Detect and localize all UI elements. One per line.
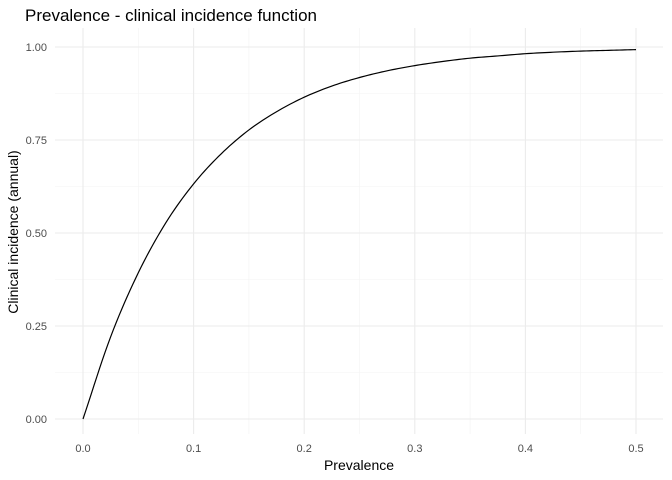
x-tick-label: 0.3 bbox=[407, 443, 422, 455]
x-tick-label: 0.1 bbox=[186, 443, 201, 455]
x-tick-label: 0.5 bbox=[628, 443, 643, 455]
x-tick-label: 0.0 bbox=[75, 443, 90, 455]
x-axis-title: Prevalence bbox=[324, 457, 394, 473]
grid bbox=[55, 28, 663, 434]
chart-title: Prevalence - clinical incidence function bbox=[25, 6, 317, 25]
y-tick-label: 0.25 bbox=[26, 321, 47, 333]
x-tick-label: 0.4 bbox=[518, 443, 533, 455]
y-tick-label: 0.50 bbox=[26, 228, 47, 240]
x-axis-ticks: 0.0 0.1 0.2 0.3 0.4 0.5 bbox=[75, 443, 643, 455]
y-tick-label: 1.00 bbox=[26, 42, 47, 54]
series-line bbox=[82, 49, 637, 420]
y-axis-title: Clinical incidence (annual) bbox=[5, 150, 21, 313]
y-tick-label: 0.75 bbox=[26, 135, 47, 147]
series-layer bbox=[82, 49, 637, 420]
y-axis-ticks: 0.00 0.25 0.50 0.75 1.00 bbox=[26, 42, 47, 426]
y-tick-label: 0.00 bbox=[26, 414, 47, 426]
x-tick-label: 0.2 bbox=[297, 443, 312, 455]
